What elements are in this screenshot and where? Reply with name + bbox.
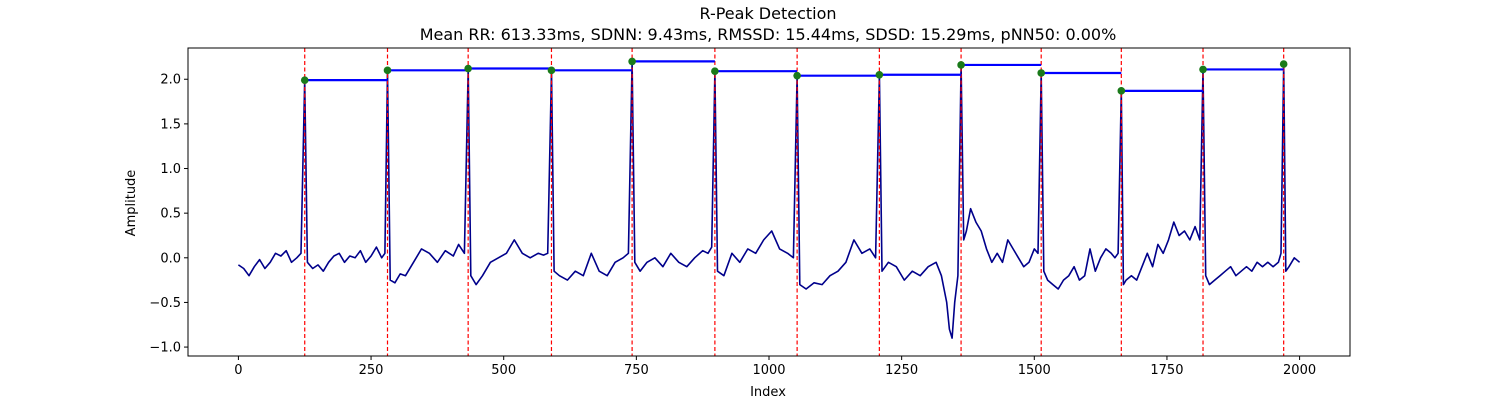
y-tick-label: −0.5 — [149, 296, 181, 311]
x-axis-label: Index — [750, 385, 786, 400]
ecg-signal-line — [237, 60, 1301, 339]
r-peak-marker — [875, 70, 884, 79]
x-tick-label: 0 — [234, 363, 242, 378]
r-peak-marker — [300, 76, 309, 84]
r-peak-marker — [1117, 87, 1126, 95]
y-tick-label: 0.5 — [160, 207, 181, 222]
axes-frame — [187, 47, 1351, 357]
y-axis-label: Amplitude — [124, 170, 139, 237]
chart-subtitle: Mean RR: 613.33ms, SDNN: 9.43ms, RMSSD: … — [420, 25, 1117, 44]
y-tick-label: 0.0 — [160, 251, 181, 266]
x-tick-label: 1250 — [885, 363, 918, 378]
r-peak-marker — [711, 67, 719, 76]
r-peak-marker — [1199, 65, 1207, 74]
r-peak-marker — [628, 57, 636, 66]
r-peak-marker — [1037, 69, 1045, 77]
x-tick-label: 500 — [491, 363, 516, 378]
r-peak-marker — [464, 64, 472, 73]
r-peak-marker — [957, 61, 965, 69]
x-tick-label: 750 — [624, 363, 649, 378]
y-tick-label: 2.0 — [160, 73, 181, 88]
r-peak-marker — [547, 66, 556, 75]
chart-title: R-Peak Detection — [699, 4, 836, 23]
x-tick-label: 1500 — [1018, 363, 1051, 378]
axes: 0 250 500 750 1000 1250 1500 1750 2000 −1.0 −0.5 0.… — [149, 47, 1351, 378]
r-peak-marker — [1279, 60, 1288, 68]
x-tick-label: 1750 — [1150, 363, 1183, 378]
x-tick-label: 1000 — [752, 363, 785, 378]
x-tick-label: 2000 — [1283, 363, 1316, 378]
x-tick-label: 250 — [359, 363, 384, 378]
y-tick-label: 1.0 — [160, 162, 181, 177]
y-tick-label: 1.5 — [160, 117, 181, 132]
y-tick-label: −1.0 — [149, 341, 181, 356]
r-peak-marker — [383, 66, 392, 75]
plot-area — [237, 48, 1301, 356]
r-peak-marker — [793, 71, 801, 80]
